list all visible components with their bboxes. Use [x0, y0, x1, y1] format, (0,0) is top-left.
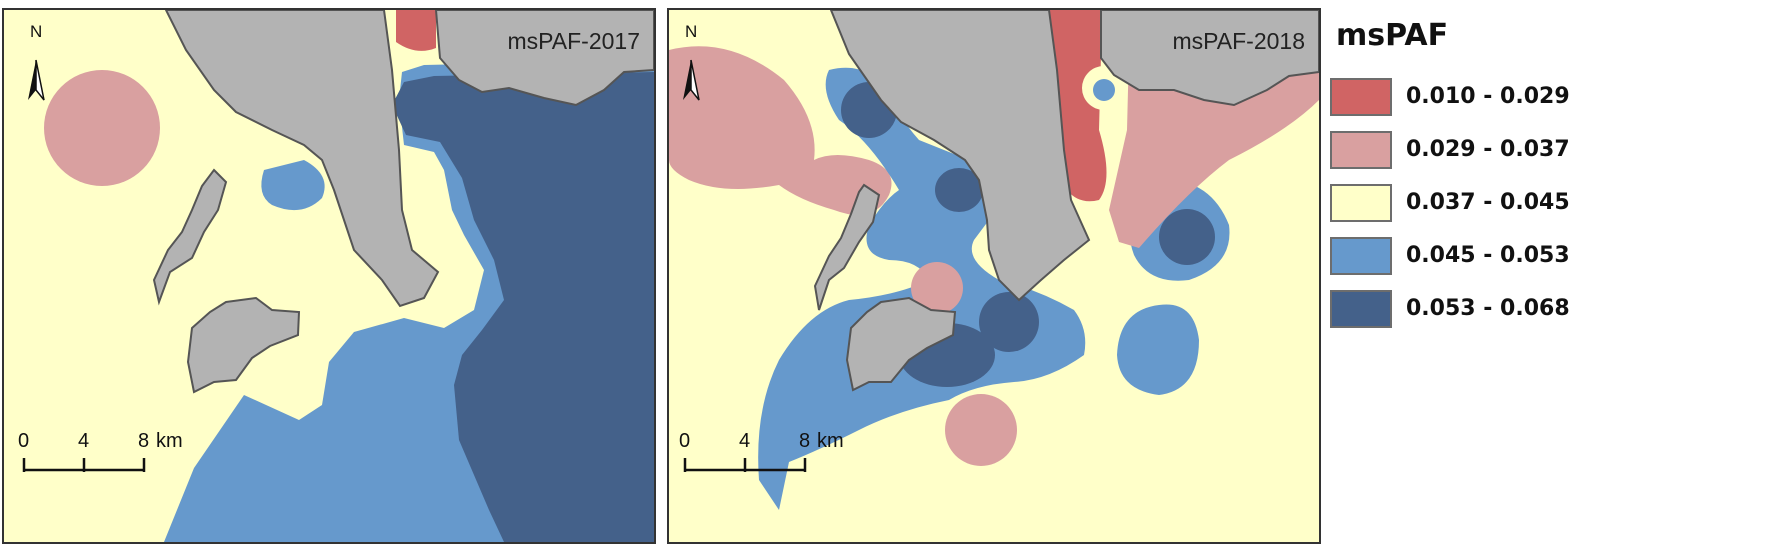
land-peninsula	[434, 10, 654, 107]
legend-label: 0.037 - 0.045	[1406, 190, 1570, 215]
legend-swatch	[1330, 183, 1392, 222]
zone-0053-0068	[1159, 209, 1215, 265]
zone-0037-0045	[394, 44, 436, 66]
zone-0010-0029	[396, 10, 436, 51]
scale-tick-8: 8	[138, 430, 149, 452]
land-island-small	[813, 183, 881, 311]
zone-0045-0053	[1093, 79, 1115, 101]
legend-swatch	[1330, 236, 1392, 275]
scale-tick-0: 0	[18, 430, 29, 452]
land-island-small	[152, 168, 228, 306]
legend-item: 0.010 - 0.029	[1330, 70, 1770, 123]
scale-bar	[22, 458, 146, 472]
land-mainland	[164, 10, 440, 308]
legend-swatch	[1330, 289, 1392, 328]
legend-swatch	[1330, 130, 1392, 169]
zone-0045-0053	[1117, 304, 1199, 395]
legend-label: 0.053 - 0.068	[1406, 296, 1570, 321]
north-arrow-icon	[28, 59, 45, 101]
legend-swatch	[1330, 77, 1392, 116]
zone-0029-0037	[911, 262, 963, 314]
scale-tick-0: 0	[679, 430, 690, 452]
north-label: N	[685, 22, 697, 41]
scale-tick-4: 4	[78, 430, 89, 452]
map-panel-2018: N 0 4 8 km msPAF-2018	[667, 8, 1321, 544]
zone-0029-0037	[945, 394, 1017, 466]
zone-0037-0045	[426, 266, 474, 314]
scale-unit: km	[156, 430, 183, 452]
panel-title: msPAF-2018	[1172, 28, 1305, 54]
scale-tick-8: 8	[799, 430, 810, 452]
legend-item: 0.037 - 0.045	[1330, 176, 1770, 229]
land-mainland	[829, 10, 1091, 302]
scale-tick-4: 4	[739, 430, 750, 452]
scale-bar	[683, 458, 807, 472]
north-label: N	[30, 22, 42, 41]
zone-0053-0068	[935, 168, 983, 212]
north-arrow-icon	[683, 59, 700, 101]
legend: msPAF 0.010 - 0.029 0.029 - 0.037 0.037 …	[1330, 18, 1770, 335]
scale-unit: km	[817, 430, 844, 452]
zone-0045-0053	[261, 160, 325, 211]
legend-item: 0.045 - 0.053	[1330, 229, 1770, 282]
map-2017: N 0 4 8 km	[4, 10, 654, 542]
map-panel-2017: N 0 4 8 km msPAF-2017	[2, 8, 656, 544]
land-peninsula	[1100, 10, 1319, 107]
land-island-large	[186, 296, 301, 394]
legend-item: 0.053 - 0.068	[1330, 282, 1770, 335]
panel-title: msPAF-2017	[507, 28, 640, 54]
zone-0029-0037	[669, 46, 892, 215]
legend-title: msPAF	[1336, 18, 1449, 53]
land-island-large	[845, 296, 957, 392]
legend-label: 0.029 - 0.037	[1406, 137, 1570, 162]
legend-item: 0.029 - 0.037	[1330, 123, 1770, 176]
legend-label: 0.010 - 0.029	[1406, 84, 1570, 109]
map-2018: N 0 4 8 km	[669, 10, 1319, 542]
legend-label: 0.045 - 0.053	[1406, 243, 1570, 268]
zone-0053-0068	[979, 292, 1039, 352]
zone-0053-0068	[392, 72, 654, 542]
zone-0029-0037	[44, 70, 160, 186]
